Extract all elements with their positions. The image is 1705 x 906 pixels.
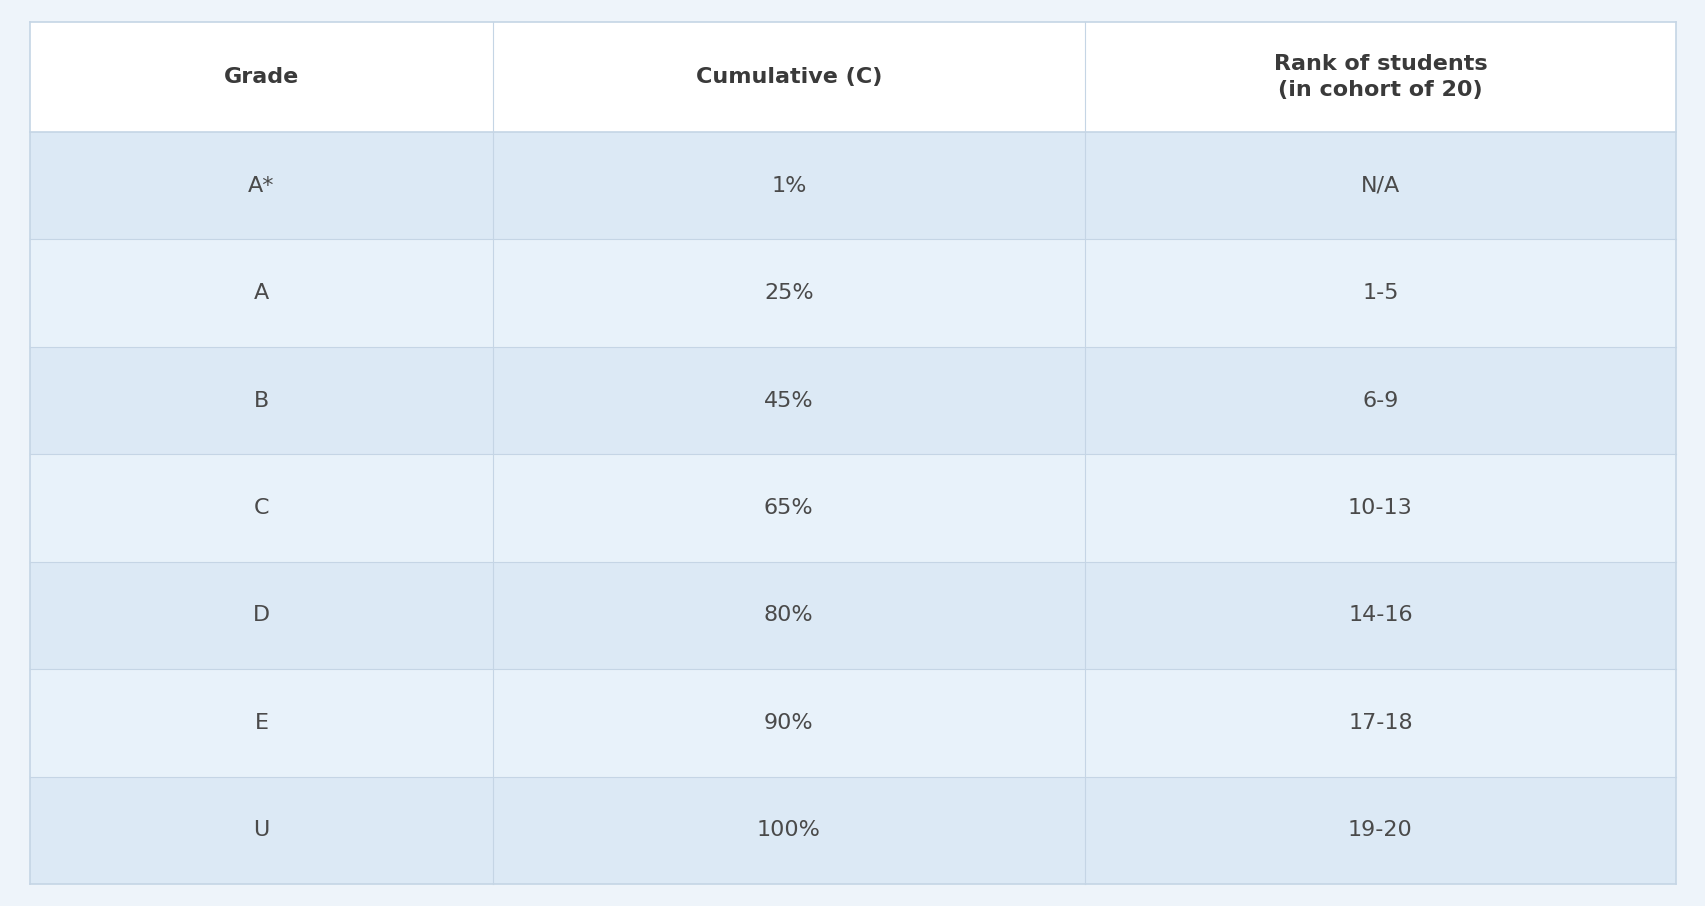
Bar (31, 22, 493, 132)
Text: 14-16: 14-16 (1347, 605, 1412, 625)
Text: D: D (252, 605, 269, 625)
Bar (493, 670, 1084, 776)
Text: 100%: 100% (757, 820, 820, 840)
Bar (31, 454, 493, 562)
Bar (31, 776, 493, 884)
Bar (1084, 22, 1676, 132)
Bar (1084, 132, 1676, 239)
Bar (1084, 562, 1676, 670)
Text: 19-20: 19-20 (1347, 820, 1412, 840)
Text: Grade: Grade (223, 67, 298, 87)
Text: 10-13: 10-13 (1347, 498, 1412, 518)
Text: 90%: 90% (764, 713, 813, 733)
Text: U: U (254, 820, 269, 840)
Bar (493, 22, 1084, 132)
Bar (31, 347, 493, 454)
Text: 25%: 25% (764, 284, 813, 304)
Bar (31, 670, 493, 776)
Bar (31, 239, 493, 347)
Bar (493, 347, 1084, 454)
Bar (31, 562, 493, 670)
Text: E: E (254, 713, 268, 733)
Text: Cumulative (C): Cumulative (C) (696, 67, 881, 87)
Bar (31, 132, 493, 239)
Text: 17-18: 17-18 (1347, 713, 1412, 733)
Text: 45%: 45% (764, 390, 813, 410)
Text: B: B (254, 390, 269, 410)
Text: 80%: 80% (764, 605, 813, 625)
Text: N/A: N/A (1361, 176, 1400, 196)
Text: C: C (254, 498, 269, 518)
Bar (1084, 776, 1676, 884)
Text: Rank of students
(in cohort of 20): Rank of students (in cohort of 20) (1274, 53, 1487, 101)
Bar (1084, 454, 1676, 562)
Bar (1084, 670, 1676, 776)
Text: A*: A* (249, 176, 275, 196)
Text: 6-9: 6-9 (1361, 390, 1398, 410)
Bar (1084, 347, 1676, 454)
Text: 1-5: 1-5 (1361, 284, 1398, 304)
Text: 65%: 65% (764, 498, 813, 518)
Text: A: A (254, 284, 269, 304)
Bar (1084, 239, 1676, 347)
Text: 1%: 1% (771, 176, 806, 196)
Bar (493, 454, 1084, 562)
Bar (493, 132, 1084, 239)
Bar (493, 776, 1084, 884)
Bar (493, 239, 1084, 347)
Bar (493, 562, 1084, 670)
